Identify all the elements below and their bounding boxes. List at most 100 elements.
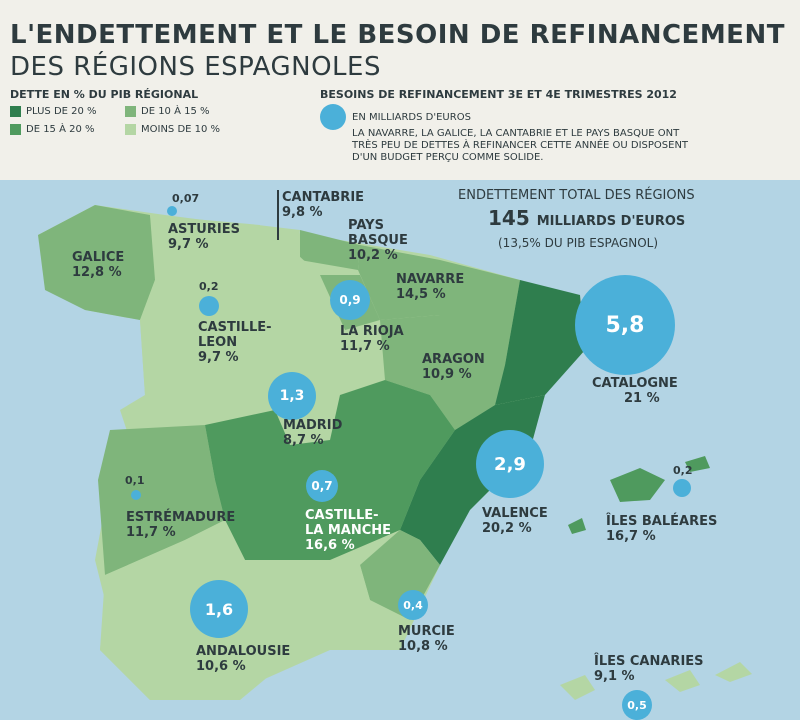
- region-shape-asturies: [150, 215, 260, 255]
- refinancing-legend-bubble: [320, 104, 346, 130]
- label-baleares: ÎLES BALÉARES 16,7 %: [606, 514, 717, 544]
- region-debt: 21 %: [624, 391, 660, 406]
- legend-item-under-10: MOINS DE 10 %: [125, 124, 220, 135]
- bubble-andalousie: 1,6: [190, 580, 248, 638]
- region-shape-aragon: [380, 260, 520, 430]
- region-debt: 10,2 %: [348, 248, 398, 263]
- label-navarre: NAVARRE 14,5 %: [396, 272, 464, 302]
- region-debt: 16,6 %: [305, 538, 355, 553]
- label-catalogne: CATALOGNE 21 %: [592, 376, 678, 406]
- bubble-asturies: [167, 206, 177, 216]
- region-name: ANDALOUSIE: [196, 644, 291, 659]
- region-shape-canaries-3: [715, 662, 752, 682]
- region-debt: 9,7 %: [168, 237, 209, 252]
- region-debt: 20,2 %: [482, 521, 532, 536]
- region-shape-canaries-2: [665, 670, 700, 692]
- region-name: LA RIOJA: [340, 324, 404, 339]
- refinancing-title: BESOINS DE REFINANCEMENT 3E ET 4E TRIMES…: [320, 88, 677, 101]
- region-debt: 8,7 %: [283, 433, 324, 448]
- legend-swatch: [10, 124, 21, 135]
- region-debt: 9,1 %: [594, 669, 635, 684]
- region-debt: 9,8 %: [282, 205, 323, 220]
- refinancing-note: LA NAVARRE, LA GALICE, LA CANTABRIE ET L…: [352, 128, 689, 163]
- total-unit: MILLIARDS D'EUROS: [536, 214, 686, 229]
- title-line-2: DES RÉGIONS ESPAGNOLES: [10, 52, 381, 82]
- legend-item-over-20: PLUS DE 20 %: [10, 106, 97, 117]
- region-shape-baleares-ibiza: [568, 518, 586, 534]
- region-shape-galice: [38, 205, 155, 320]
- refi-value-castilleleon: 0,2: [199, 280, 219, 293]
- total-title: ENDETTEMENT TOTAL DES RÉGIONS: [458, 188, 695, 203]
- refi-value-baleares: 0,2: [673, 464, 693, 477]
- legend-title: DETTE EN % DU PIB RÉGIONAL: [10, 88, 199, 101]
- region-shape-baleares-minorque: [685, 456, 710, 472]
- region-name: MURCIE: [398, 624, 455, 639]
- bubble-murcie: 0,4: [398, 590, 428, 620]
- region-name: CASTILLE-: [198, 320, 272, 335]
- bubble-larioja: 0,9: [330, 280, 370, 320]
- region-shape-catalogne: [495, 280, 585, 405]
- label-asturies: ASTURIES 9,7 %: [168, 222, 240, 252]
- label-valence: VALENCE 20,2 %: [482, 506, 548, 536]
- region-name: CASTILLE-: [305, 508, 379, 523]
- refinancing-unit: EN MILLIARDS D'EUROS: [352, 112, 471, 123]
- label-paysbasque: PAYS BASQUE 10,2 %: [348, 218, 408, 263]
- label-castilleleon: CASTILLE- LEON 9,7 %: [198, 320, 272, 365]
- label-andalousie: ANDALOUSIE 10,6 %: [196, 644, 290, 674]
- region-name: LEON: [198, 335, 238, 350]
- refi-value-estremadure: 0,1: [125, 474, 145, 487]
- legend-swatch: [125, 124, 136, 135]
- region-name: ESTRÉMADURE: [126, 510, 236, 525]
- legend-swatch: [125, 106, 136, 117]
- region-name: LA MANCHE: [305, 523, 392, 538]
- label-castillelamanche: CASTILLE- LA MANCHE 16,6 %: [305, 508, 391, 553]
- region-name: MADRID: [283, 418, 343, 433]
- region-name: CANTABRIE: [282, 190, 365, 205]
- region-name: ÎLES BALÉARES: [606, 514, 718, 529]
- bubble-catalogne: 5,8: [575, 275, 675, 375]
- region-shape-paysbasque: [300, 230, 360, 270]
- legend-label: PLUS DE 20 %: [26, 106, 97, 117]
- label-larioja: LA RIOJA 11,7 %: [340, 324, 404, 354]
- region-shape-estremadure: [98, 425, 225, 575]
- bubble-castilleleon: [199, 296, 219, 316]
- bubble-madrid: 1,3: [268, 372, 316, 420]
- title-line-1: L'ENDETTEMENT ET LE BESOIN DE REFINANCEM…: [10, 20, 785, 50]
- bubble-baleares: [673, 479, 691, 497]
- legend-item-10-15: DE 10 À 15 %: [125, 106, 210, 117]
- region-name: ARAGON: [422, 352, 485, 367]
- legend-item-15-20: DE 15 À 20 %: [10, 124, 95, 135]
- label-cantabrie: CANTABRIE 9,8 %: [282, 190, 364, 220]
- label-estremadure: ESTRÉMADURE 11,7 %: [126, 510, 235, 540]
- region-debt: 10,9 %: [422, 367, 472, 382]
- total-number: 145: [488, 206, 530, 230]
- bubble-canaries: 0,5: [622, 690, 652, 720]
- region-name: VALENCE: [482, 506, 548, 521]
- region-name: GALICE: [72, 250, 125, 265]
- legend-swatch: [10, 106, 21, 117]
- region-debt: 14,5 %: [396, 287, 446, 302]
- legend-label: DE 15 À 20 %: [26, 124, 95, 135]
- bubble-valence: 2,9: [476, 430, 544, 498]
- label-madrid: MADRID 8,7 %: [283, 418, 342, 448]
- label-galice: GALICE 12,8 %: [72, 250, 124, 280]
- region-shape-canaries-1: [560, 675, 595, 700]
- region-name: BASQUE: [348, 233, 408, 248]
- region-debt: 10,6 %: [196, 659, 246, 674]
- region-name: CATALOGNE: [592, 376, 678, 391]
- total-percent: (13,5% DU PIB ESPAGNOL): [498, 236, 659, 250]
- legend-label: MOINS DE 10 %: [141, 124, 221, 135]
- region-debt: 9,7 %: [198, 350, 239, 365]
- label-aragon: ARAGON 10,9 %: [422, 352, 485, 382]
- region-name: PAYS: [348, 218, 384, 233]
- label-canaries: ÎLES CANARIES 9,1 %: [594, 654, 704, 684]
- bubble-estremadure: [131, 490, 141, 500]
- region-shape-castillelamanche: [205, 380, 455, 560]
- map: 0,07 0,2 0,9 5,8 1,3 2,9 0,7 0,1 0,2 1,6…: [0, 180, 800, 720]
- region-name: ÎLES CANARIES: [594, 654, 704, 669]
- region-name: NAVARRE: [396, 272, 465, 287]
- region-debt: 12,8 %: [72, 265, 122, 280]
- region-name: ASTURIES: [168, 222, 240, 237]
- bubble-castillelamanche: 0,7: [306, 470, 338, 502]
- region-debt: 11,7 %: [340, 339, 390, 354]
